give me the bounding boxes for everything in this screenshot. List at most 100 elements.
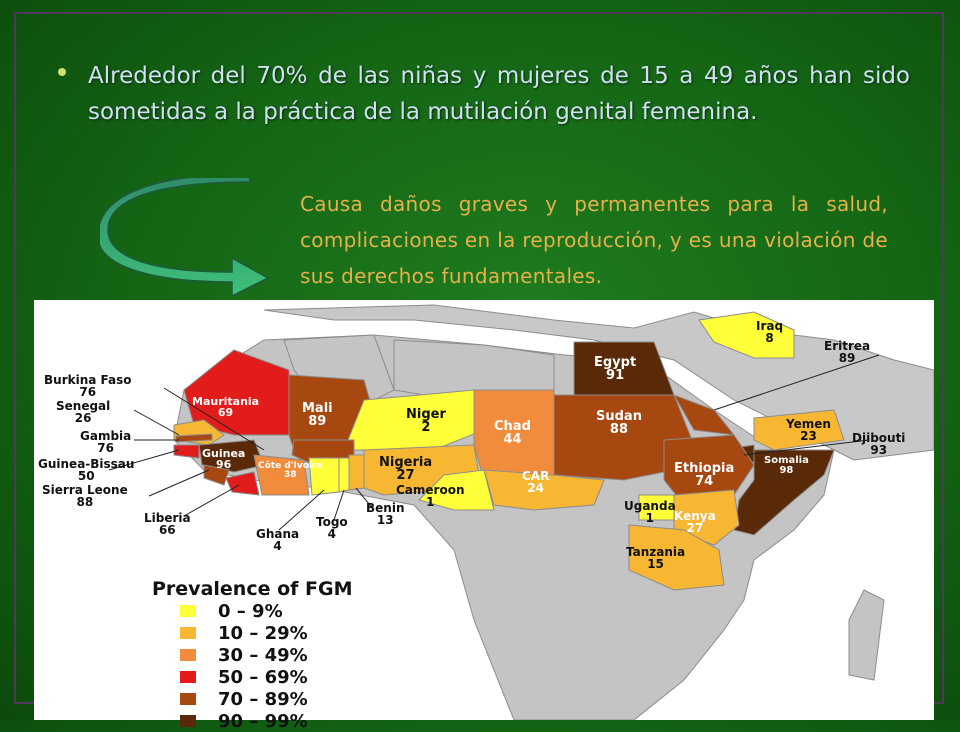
country-iraq	[698, 311, 795, 359]
country-value: 50	[77, 469, 95, 483]
legend-swatch	[180, 627, 196, 639]
country-label: Somalia 98	[764, 456, 809, 476]
country-label: CAR 24	[522, 470, 549, 494]
country-name: Yemen	[786, 417, 831, 431]
country-name: Uganda	[624, 499, 676, 513]
country-value: 38	[284, 470, 297, 480]
country-label: Senegal 26	[56, 400, 110, 424]
legend-swatch	[180, 715, 196, 727]
country-name: Eritrea	[824, 339, 871, 353]
legend-label: 70 – 89%	[218, 688, 308, 710]
country-value: 98	[779, 465, 794, 476]
country-label: Nigeria 27	[379, 456, 432, 482]
country-name: Liberia	[144, 511, 191, 525]
country-label: Côte d'Ivoire 38	[258, 462, 323, 480]
country-cote-divoire	[253, 454, 310, 496]
bullet-marker	[58, 68, 66, 76]
country-name: Guinea	[202, 447, 246, 460]
bullet-item: Alrededor del 70% de las niñas y mujeres…	[58, 58, 910, 130]
country-label: Egypt 91	[594, 356, 636, 382]
country-guinea	[198, 439, 265, 473]
legend-label: 10 – 29%	[218, 622, 308, 644]
country-name: Ethiopia	[674, 461, 735, 476]
legend-item: 70 – 89%	[180, 688, 412, 710]
country-value: 27	[396, 468, 415, 483]
country-cameroon	[418, 469, 495, 511]
country-label: Eritrea 89	[824, 340, 870, 364]
country-label: Mauritania 69	[192, 396, 259, 418]
country-label: Ethiopia 74	[674, 462, 734, 488]
country-label: Togo 4	[316, 516, 348, 540]
legend-swatch	[180, 605, 196, 617]
country-togo	[338, 457, 350, 493]
country-label: Niger 2	[406, 408, 446, 434]
country-name: Cameroon	[396, 483, 465, 497]
country-name: Togo	[316, 515, 348, 529]
country-name: Niger	[406, 407, 446, 422]
country-value: 15	[647, 557, 664, 571]
country-value: 24	[527, 481, 545, 495]
country-name: Nigeria	[379, 455, 433, 470]
country-value: 96	[216, 458, 232, 471]
country-name: Kenya	[674, 509, 716, 523]
country-value: 4	[327, 527, 337, 541]
country-label: Sierra Leone 88	[42, 484, 128, 508]
legend-label: 50 – 69%	[218, 666, 308, 688]
legend-label: 30 – 49%	[218, 644, 308, 666]
country-name: Djibouti	[852, 431, 906, 445]
country-gambia	[175, 433, 213, 443]
country-value: 26	[74, 411, 92, 425]
country-value: 88	[76, 495, 94, 509]
country-value: 76	[97, 441, 114, 455]
legend-item: 50 – 69%	[180, 666, 412, 688]
country-label: Chad 44	[494, 420, 531, 446]
country-value: 8	[765, 331, 774, 345]
country-label: Kenya 27	[674, 510, 716, 534]
legend-label: 90 – 99%	[218, 710, 308, 732]
map-legend: Prevalence of FGM 0 – 9% 10 – 29% 30 – 49%…	[152, 578, 412, 732]
country-value: 76	[79, 385, 97, 399]
country-name: Mauritania	[192, 395, 260, 408]
country-name: Chad	[494, 419, 531, 434]
country-label: Burkina Faso 76	[44, 374, 132, 398]
country-somalia	[733, 449, 835, 536]
country-value: 44	[503, 432, 522, 447]
legend-swatch	[180, 671, 196, 683]
cause-text: Causa daños graves y permanentes para la…	[300, 192, 888, 288]
legend-swatch	[180, 649, 196, 661]
country-guinea-bissau	[173, 444, 200, 459]
country-label: Sudan 88	[596, 410, 642, 436]
country-label: Cameroon 1	[396, 484, 465, 508]
country-value: 1	[645, 511, 655, 525]
legend-title: Prevalence of FGM	[152, 578, 353, 600]
country-label: Tanzania 15	[626, 546, 685, 570]
country-value: 69	[217, 406, 234, 419]
country-liberia	[225, 471, 260, 496]
country-value: 91	[606, 368, 625, 383]
country-label: Benin 13	[366, 502, 404, 526]
country-name: Egypt	[594, 355, 637, 370]
country-tanzania	[628, 524, 725, 591]
legend-swatch	[180, 693, 196, 705]
country-name: CAR	[522, 469, 550, 483]
legend-item: 0 – 9%	[180, 600, 412, 622]
country-name: Iraq	[756, 319, 784, 333]
country-value: 66	[158, 523, 176, 537]
africa-map-svg	[108, 304, 934, 720]
country-label: Guinea 96	[202, 448, 245, 470]
country-label: Guinea-Bissau 50	[38, 458, 134, 482]
legend-item: 10 – 29%	[180, 622, 412, 644]
country-name: Mali	[302, 401, 333, 416]
country-label: Gambia 76	[80, 430, 131, 454]
country-label: Mali 89	[302, 402, 333, 428]
country-value: 74	[695, 474, 714, 489]
fgm-prevalence-map: Iraq 8 Eritrea 89 Egypt 91 Burkina Faso 76 Seneg…	[34, 300, 934, 732]
legend-item: 90 – 99%	[180, 710, 412, 732]
country-value: 23	[800, 429, 817, 443]
country-label: Ghana 4	[256, 528, 299, 552]
country-yemen	[753, 409, 845, 451]
country-value: 4	[273, 539, 282, 553]
country-value: 27	[686, 521, 704, 535]
country-car	[483, 469, 605, 511]
country-value: 88	[609, 422, 629, 437]
